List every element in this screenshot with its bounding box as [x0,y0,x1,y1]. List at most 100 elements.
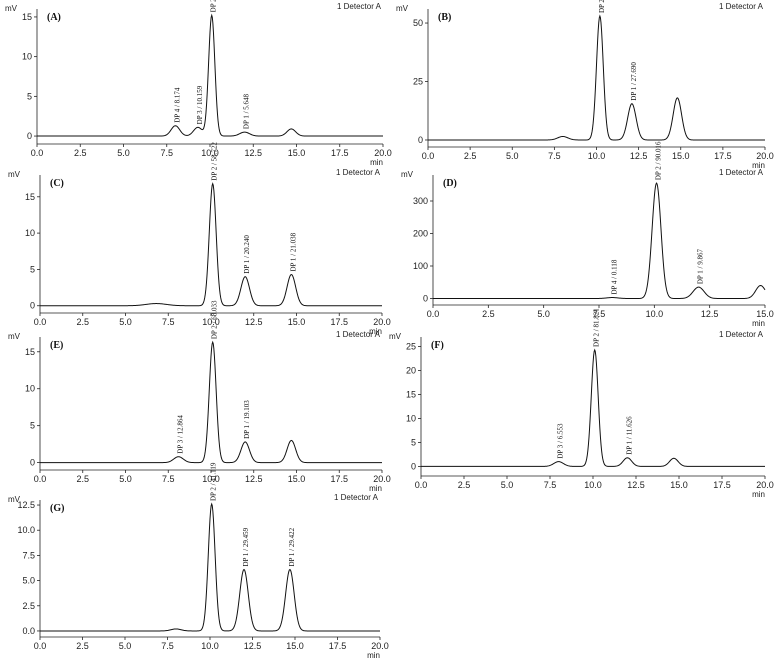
panel-label: (B) [438,12,451,23]
peak-annotation: DP 3 / 10.159 [196,85,204,124]
x-tick-label: 20.0 [373,317,391,327]
x-tick-label: 5.0 [117,148,130,158]
x-tick-label: 2.5 [76,641,89,651]
y-tick-label: 300 [413,196,428,206]
x-tick-label: 20.0 [374,148,392,158]
x-tick-label: 15.0 [672,151,690,161]
x-tick-label: 12.5 [244,148,262,158]
x-tick-label: 20.0 [756,480,774,490]
panel-label: (D) [443,178,457,189]
y-tick-label: 0 [411,461,416,471]
panel-label: (E) [50,340,63,351]
x-tick-label: 0.0 [34,474,47,484]
x-tick-label: 2.5 [76,317,89,327]
x-tick-label: 5.0 [501,480,514,490]
chromatogram-panel-5: 0.0 2.5 5.0 7.5 10.0 12.5 15.0 17.5 20.0 0 5 10 15 mV… [8,300,391,493]
y-axis-unit: mV [8,332,21,341]
peak-annotation: DP 2 / 41.119 [210,462,218,501]
x-axis-unit: min [367,651,380,659]
x-tick-label: 7.5 [161,641,174,651]
x-tick-label: 5.0 [537,309,550,319]
y-tick-label: 10 [406,413,416,423]
x-tick-label: 10.0 [202,317,220,327]
x-tick-label: 7.5 [548,151,561,161]
y-tick-label: 0 [30,458,35,468]
y-tick-label: 5 [30,421,35,431]
y-tick-label: 2.5 [22,601,35,611]
y-axis-unit: mV [8,495,21,504]
x-tick-label: 15.0 [288,317,306,327]
chromatogram-trace [421,348,765,467]
peak-annotation: DP 1 / 20.240 [243,235,251,274]
detector-label: 1 Detector A [334,493,379,502]
x-tick-label: 17.5 [714,151,732,161]
x-tick-label: 15.0 [286,641,304,651]
x-tick-label: 17.5 [329,641,347,651]
x-tick-label: 5.0 [119,641,132,651]
peak-annotation: DP 1 / 21.038 [289,232,297,271]
x-tick-label: 20.0 [371,641,389,651]
y-tick-label: 0 [27,131,32,141]
x-tick-label: 7.5 [162,474,175,484]
x-tick-label: 7.5 [162,317,175,327]
x-tick-label: 0.0 [34,317,47,327]
peak-annotation: DP 3 / 6.553 [557,423,565,459]
y-tick-label: 25 [406,342,416,352]
x-tick-label: 17.5 [331,148,349,158]
y-tick-label: 5 [27,91,32,101]
y-axis-unit: mV [389,332,402,341]
y-tick-label: 10 [22,52,32,62]
panel-label: (C) [50,178,64,189]
peak-annotation: DP 2 / 68.033 [211,300,219,339]
x-tick-label: 7.5 [544,480,557,490]
x-tick-label: 15.0 [288,474,306,484]
chromatogram-trace [40,182,382,307]
y-tick-label: 10 [25,228,35,238]
detector-label: 1 Detector A [336,330,381,339]
chromatogram-panel-4: 0.0 2.5 5.0 7.5 10.0 12.5 15.00100200300mVmin1… [401,141,774,328]
x-axis-unit: min [369,327,382,336]
y-tick-label: 5 [411,437,416,447]
x-tick-label: 10.0 [202,474,220,484]
x-tick-label: 2.5 [464,151,477,161]
peak-annotation: DP 1 / 29.422 [288,527,296,566]
y-axis-unit: mV [8,170,21,179]
x-axis-unit: min [369,484,382,493]
x-tick-label: 10.0 [201,148,219,158]
y-tick-label: 5 [30,264,35,274]
x-tick-label: 12.5 [245,474,263,484]
peak-annotation: DP 2 / 72.310 [598,0,606,13]
x-tick-label: 2.5 [76,474,89,484]
x-tick-label: 10.0 [584,480,602,490]
x-tick-label: 17.5 [330,474,348,484]
chromatogram-panel-2: 0.0 2.5 5.0 7.5 10.0 12.5 15.0 17.5 20.0 0 25 50 mV m… [396,0,774,170]
x-tick-label: 0.0 [422,151,435,161]
x-tick-label: 5.0 [506,151,519,161]
x-tick-label: 12.5 [244,641,262,651]
peak-annotation: DP 1 / 29.459 [242,527,250,566]
y-axis-unit: mV [396,4,409,13]
x-tick-label: 10.0 [588,151,606,161]
x-tick-label: 5.0 [119,317,132,327]
y-tick-label: 20 [406,366,416,376]
x-tick-label: 12.5 [627,480,645,490]
y-tick-label: 15 [406,390,416,400]
x-tick-label: 17.5 [330,317,348,327]
peak-annotation: DP 2 / 76.019 [210,0,218,12]
panel-label: (F) [431,340,444,351]
x-axis-unit: min [752,319,765,328]
y-tick-label: 0.0 [22,626,35,636]
chromatogram-trace [40,340,382,464]
chromatogram-trace [428,14,765,141]
x-tick-label: 0.0 [34,641,47,651]
x-tick-label: 0.0 [31,148,44,158]
peak-annotation: DP 1 / 5.648 [243,93,251,129]
chromatogram-panel-1: 0.0 2.5 5.0 7.5 10.0 12.5 15.0 17.5 20.0 0 5 10 15 mV… [5,0,392,167]
detector-label: 1 Detector A [336,168,381,177]
peak-annotation: DP 1 / 19.103 [243,400,251,439]
x-tick-label: 2.5 [74,148,87,158]
panel-label: (A) [47,12,61,23]
y-tick-label: 0 [423,294,428,304]
y-tick-label: 10.0 [17,525,35,535]
detector-label: 1 Detector A [719,330,764,339]
